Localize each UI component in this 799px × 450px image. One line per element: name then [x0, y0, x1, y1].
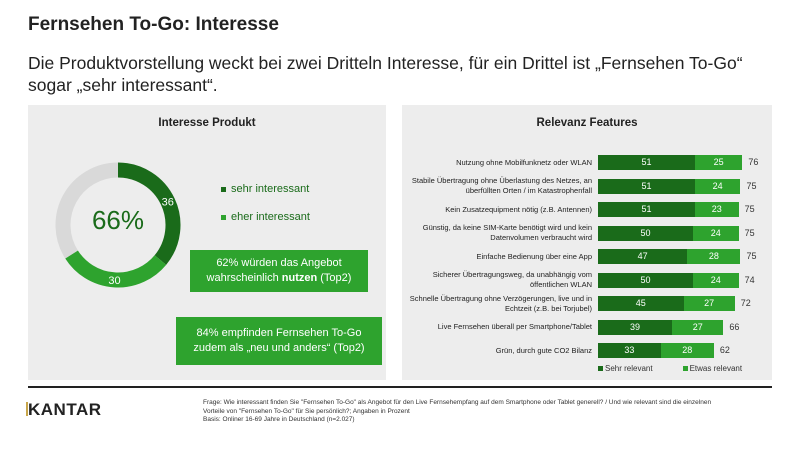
bar-etwas-relevant: 24 — [694, 178, 741, 194]
bar-etwas-relevant: 24 — [693, 225, 739, 241]
donut-chart: 36 30 — [55, 162, 181, 288]
callout-usage: 62% würden das Angebot wahrscheinlich nu… — [190, 250, 368, 292]
bar-sehr-relevant: 39 — [598, 319, 673, 335]
donut-slice-sehr-interessant — [117, 162, 181, 265]
donut-center-value: 66% — [91, 205, 145, 235]
divider — [28, 386, 772, 388]
kantar-logo: KANTAR — [26, 400, 102, 419]
bar-etwas-relevant: 28 — [687, 249, 741, 264]
donut-slice-label: 36 — [162, 197, 174, 209]
legend-label: eher interessant — [231, 211, 310, 223]
bar-category-label: Grün, durch gute CO2 Bilanz — [495, 345, 592, 355]
legend-swatch — [221, 186, 226, 192]
bar-etwas-relevant: 27 — [672, 319, 724, 335]
bar-total-label: 75 — [746, 251, 757, 261]
bar-category-label: Einfache Bedienung über eine App — [476, 251, 592, 261]
bar-category-label: Nutzung ohne Mobilfunknetz oder WLAN — [456, 157, 592, 167]
bar-sehr-relevant: 50 — [598, 272, 693, 288]
bar-total-label: 66 — [729, 321, 740, 332]
bar-etwas-relevant: 25 — [694, 155, 743, 170]
bar-sehr-relevant: 51 — [598, 178, 695, 194]
bar-sehr-relevant: 50 — [598, 225, 693, 241]
legend-label: sehr interessant — [231, 183, 310, 195]
callout-novelty: 84% empfinden Fernsehen To-Go zudem als … — [176, 317, 382, 365]
legend-eher: eher interessant — [221, 211, 310, 223]
interest-panel: Interesse Produkt 36 30 66% sehr interess… — [28, 105, 386, 380]
features-panel: Relevanz Features Nutzung ohne Mobilfunk… — [402, 105, 772, 380]
legend-sehr: sehr interessant — [221, 183, 309, 195]
donut-slice-eher-interessant — [65, 250, 167, 288]
bar-etwas-relevant: 27 — [683, 296, 735, 311]
legend-swatch — [221, 214, 226, 220]
bar-etwas-relevant: 28 — [660, 343, 714, 358]
donut-slice-rest — [55, 162, 119, 259]
footnote: Frage: Wie interessant finden Sie "Ferns… — [203, 399, 712, 423]
bar-sehr-relevant: 51 — [598, 155, 695, 170]
bar-category-label: Sicherer Übertragungsweg, da unabhängig … — [432, 270, 592, 289]
bar-total-label: 75 — [744, 227, 755, 238]
page-title: Fernsehen To-Go: Interesse — [28, 14, 279, 35]
bar-sehr-relevant: 45 — [598, 296, 684, 311]
bar-total-label: 74 — [744, 274, 755, 285]
bar-total-label: 76 — [748, 157, 759, 167]
bar-legend: Sehr relevant Etwas relevant — [598, 364, 742, 373]
bar-category-label: Günstig, da keine SIM-Karte benötigt wir… — [422, 223, 592, 242]
panel-heading: Relevanz Features — [536, 117, 638, 129]
page-subtitle: Die Produktvorstellung weckt bei zwei Dr… — [28, 53, 743, 95]
bar-etwas-relevant: 24 — [693, 272, 739, 288]
bar-total-label: 75 — [746, 180, 757, 191]
bar-category-label: Live Fernsehen überall per Smartphone/Ta… — [437, 322, 592, 331]
panel-heading: Interesse Produkt — [158, 117, 256, 129]
bar-total-label: 75 — [744, 204, 755, 214]
bar-etwas-relevant: 23 — [694, 202, 739, 217]
bar-category-label: Stabile Übertragung ohne Überlastung des… — [411, 176, 592, 195]
bar-sehr-relevant: 33 — [598, 343, 661, 358]
bar-category-label: Schnelle Übertragung ohne Verzögerungen,… — [409, 293, 592, 313]
bar-category-label: Kein Zusatzequipment nötig (z.B. Antenne… — [445, 204, 592, 214]
bar-sehr-relevant: 47 — [598, 249, 688, 264]
bar-total-label: 62 — [719, 345, 730, 355]
bar-sehr-relevant: 51 — [598, 202, 695, 217]
bar-total-label: 72 — [740, 298, 751, 308]
donut-slice-label: 30 — [108, 275, 120, 287]
